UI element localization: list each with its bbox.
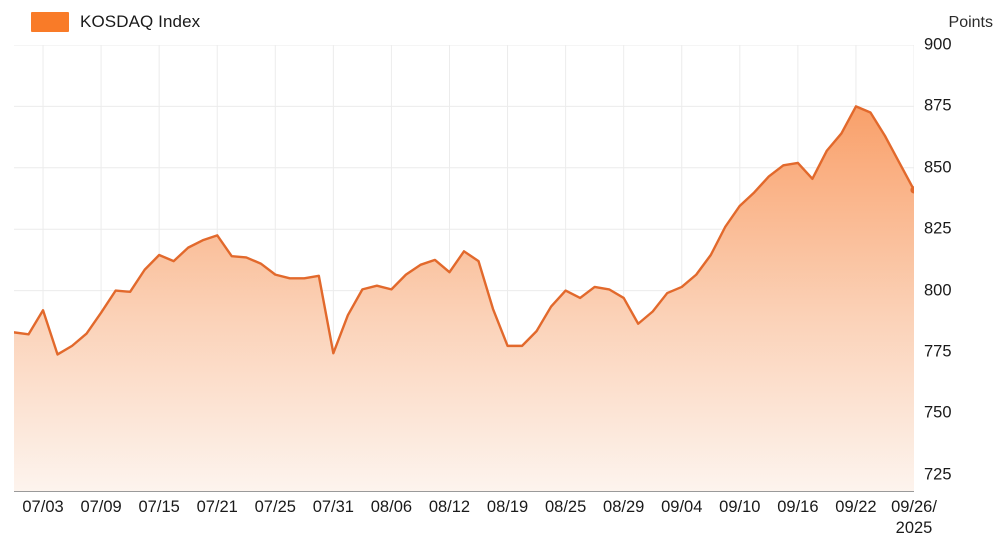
- x-axis-tick-label: 07/31: [312, 498, 354, 516]
- x-axis-tick-label: 09/10: [719, 498, 761, 516]
- x-axis-tick-label: 09/04: [661, 498, 703, 516]
- x-axis-tick-label: 07/09: [80, 498, 122, 516]
- x-axis-tick-label: 08/06: [370, 498, 413, 516]
- x-axis-tick-label: 07/15: [138, 498, 180, 516]
- y-axis-tick-label: 900: [924, 35, 952, 54]
- y-axis-tick-label: 725: [924, 465, 952, 484]
- x-axis-year-label: 2025: [895, 519, 933, 537]
- x-axis-tick-label: 08/19: [486, 498, 529, 516]
- x-axis-tick-label: 07/21: [196, 498, 238, 516]
- x-axis-tick-label: 07/25: [254, 498, 296, 516]
- x-axis-tick-label: 08/25: [544, 498, 587, 516]
- y-axis-labels: 725 750 775 800 825 850 875 900: [924, 0, 994, 550]
- y-axis-tick-label: 875: [924, 96, 952, 115]
- y-axis-unit-caption: Points: [948, 14, 993, 31]
- x-axis-tick-label: 08/29: [603, 498, 645, 516]
- legend-series-label: KOSDAQ Index: [80, 12, 201, 31]
- series-line: [14, 105, 914, 356]
- y-axis-tick-label: 800: [924, 281, 952, 300]
- x-axis-tick-label: 07/03: [22, 498, 64, 516]
- y-axis-tick-label: 775: [924, 342, 952, 361]
- last-value-marker: [910, 186, 914, 194]
- x-axis-tick-label: 08/12: [428, 498, 471, 516]
- x-axis-tick-label: 09/22: [835, 498, 877, 516]
- y-axis-tick-label: 750: [924, 403, 952, 422]
- x-axis-labels: 07/03 07/09 07/15 07/21 07/25 07/31 08/06 08/12…: [0, 497, 1003, 550]
- chart-legend: KOSDAQ Index: [31, 11, 200, 33]
- x-axis-tick-label: 09/16: [777, 498, 819, 516]
- series-canvas: [14, 45, 914, 492]
- plot-area: [14, 45, 914, 492]
- y-axis-tick-label: 825: [924, 219, 952, 238]
- series-area: [14, 106, 914, 492]
- x-axis-tick-label: 09/26/2025: [891, 498, 937, 537]
- y-axis-tick-label: 850: [924, 158, 952, 177]
- legend-color-swatch: [31, 12, 69, 32]
